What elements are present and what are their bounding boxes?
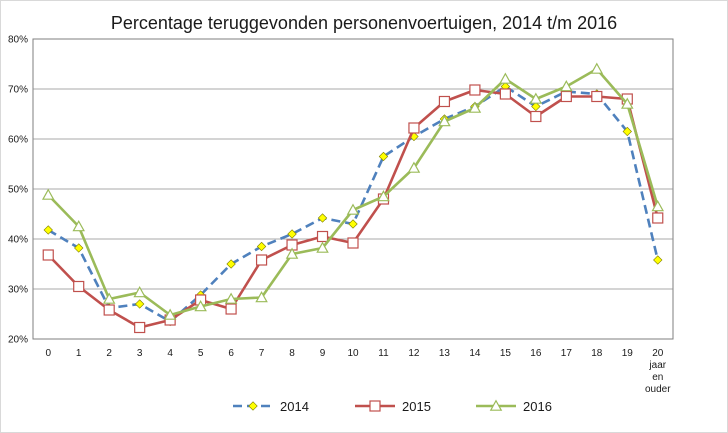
x-tick-label: 11 xyxy=(378,348,389,359)
data-point-triangle xyxy=(407,161,421,173)
legend-item-2016: 2016 xyxy=(476,399,552,414)
data-point-square xyxy=(347,237,359,249)
x-tick-label: 0 xyxy=(45,348,51,359)
x-tick-label: 5 xyxy=(198,348,204,359)
data-point-square xyxy=(652,212,664,224)
data-point-diamond xyxy=(74,243,84,253)
data-point-square xyxy=(438,95,451,108)
chart-title: Percentage teruggevonden personenvoertui… xyxy=(111,13,617,33)
x-tick-label: 13 xyxy=(439,348,451,359)
legend-item-2014: 2014 xyxy=(233,399,309,414)
y-tick-label: 60% xyxy=(8,135,28,146)
x-tick-label: ouder xyxy=(645,384,671,395)
y-tick-label: 30% xyxy=(8,285,28,296)
x-tick-label: 7 xyxy=(259,348,265,359)
data-point-square xyxy=(134,321,146,334)
data-point-square xyxy=(530,110,542,123)
x-tick-label: jaar xyxy=(648,360,666,371)
data-point-diamond xyxy=(248,401,258,411)
data-point-diamond xyxy=(317,213,328,223)
x-tick-label: 2 xyxy=(106,348,112,359)
data-point-triangle xyxy=(438,115,451,127)
data-point-triangle xyxy=(621,97,634,109)
series-2016 xyxy=(41,62,665,320)
data-point-square xyxy=(316,230,329,243)
data-point-triangle xyxy=(194,300,207,312)
data-point-diamond xyxy=(622,126,632,137)
y-tick-label: 80% xyxy=(8,35,28,46)
data-point-square xyxy=(255,254,268,266)
x-tick-label: 19 xyxy=(622,348,634,359)
y-tick-label: 50% xyxy=(8,185,28,196)
x-axis-ticks: 0 1 2 3 4 5 6 7 8 9 10 11 12 13 14 15 16 17 18 19 20jaarenou… xyxy=(45,348,671,395)
data-point-square xyxy=(73,280,85,293)
data-point-triangle xyxy=(224,292,238,304)
legend-item-2015: 2015 xyxy=(355,399,431,414)
legend-label: 2016 xyxy=(523,399,552,414)
data-point-square xyxy=(42,249,54,261)
data-point-triangle xyxy=(468,101,482,113)
x-tick-label: 12 xyxy=(408,348,420,359)
data-point-triangle xyxy=(316,241,329,253)
data-point-triangle xyxy=(163,308,177,320)
y-tick-label: 70% xyxy=(8,85,28,96)
data-point-square xyxy=(469,84,481,96)
x-tick-label: 3 xyxy=(137,348,143,359)
data-point-triangle xyxy=(346,203,360,215)
x-tick-label: 16 xyxy=(530,348,542,359)
data-point-triangle xyxy=(651,200,665,212)
series-lines xyxy=(41,62,665,334)
data-point-triangle xyxy=(72,220,85,232)
data-point-triangle xyxy=(590,62,604,74)
x-tick-label: 6 xyxy=(228,348,234,359)
data-point-diamond xyxy=(653,255,663,265)
legend-label: 2015 xyxy=(402,399,431,414)
data-point-diamond xyxy=(256,241,267,252)
data-point-triangle xyxy=(499,72,512,84)
legend-label: 2014 xyxy=(280,399,309,414)
x-tick-label: 17 xyxy=(561,348,573,359)
data-point-triangle xyxy=(41,188,55,200)
x-tick-label: 15 xyxy=(500,348,512,359)
data-point-triangle xyxy=(102,292,116,304)
data-point-diamond xyxy=(348,219,358,229)
data-point-triangle xyxy=(133,286,146,298)
data-point-diamond xyxy=(287,229,297,239)
data-point-triangle xyxy=(377,190,390,202)
data-point-triangle xyxy=(285,247,299,259)
x-tick-label: 4 xyxy=(167,348,173,359)
x-tick-label: 14 xyxy=(469,348,481,359)
data-point-diamond xyxy=(378,151,389,162)
x-tick-label: 18 xyxy=(591,348,603,359)
data-point-diamond xyxy=(43,225,53,235)
data-point-square xyxy=(591,90,603,103)
x-tick-label: 20 xyxy=(652,348,664,359)
data-point-square xyxy=(560,90,572,103)
legend: 2014 2015 2016 xyxy=(233,399,552,414)
x-tick-label: en xyxy=(652,372,663,383)
x-tick-label: 10 xyxy=(347,348,359,359)
data-point-square xyxy=(225,303,237,315)
y-tick-label: 20% xyxy=(8,335,28,346)
data-point-square xyxy=(369,400,381,412)
data-point-diamond xyxy=(226,259,236,269)
data-point-square xyxy=(103,304,115,316)
x-tick-label: 9 xyxy=(320,348,326,359)
x-tick-label: 1 xyxy=(76,348,82,359)
data-point-diamond xyxy=(134,299,145,309)
data-point-triangle xyxy=(255,291,268,303)
y-tick-label: 40% xyxy=(8,235,28,246)
data-point-diamond xyxy=(531,101,541,112)
data-point-triangle xyxy=(489,399,503,411)
data-point-triangle xyxy=(529,92,543,104)
data-point-square xyxy=(499,88,511,100)
y-axis-ticks: 20% 30% 40% 50% 60% 70% 80% xyxy=(8,35,28,346)
data-point-square xyxy=(408,122,420,134)
x-tick-label: 8 xyxy=(289,348,295,359)
data-point-triangle xyxy=(560,80,573,92)
